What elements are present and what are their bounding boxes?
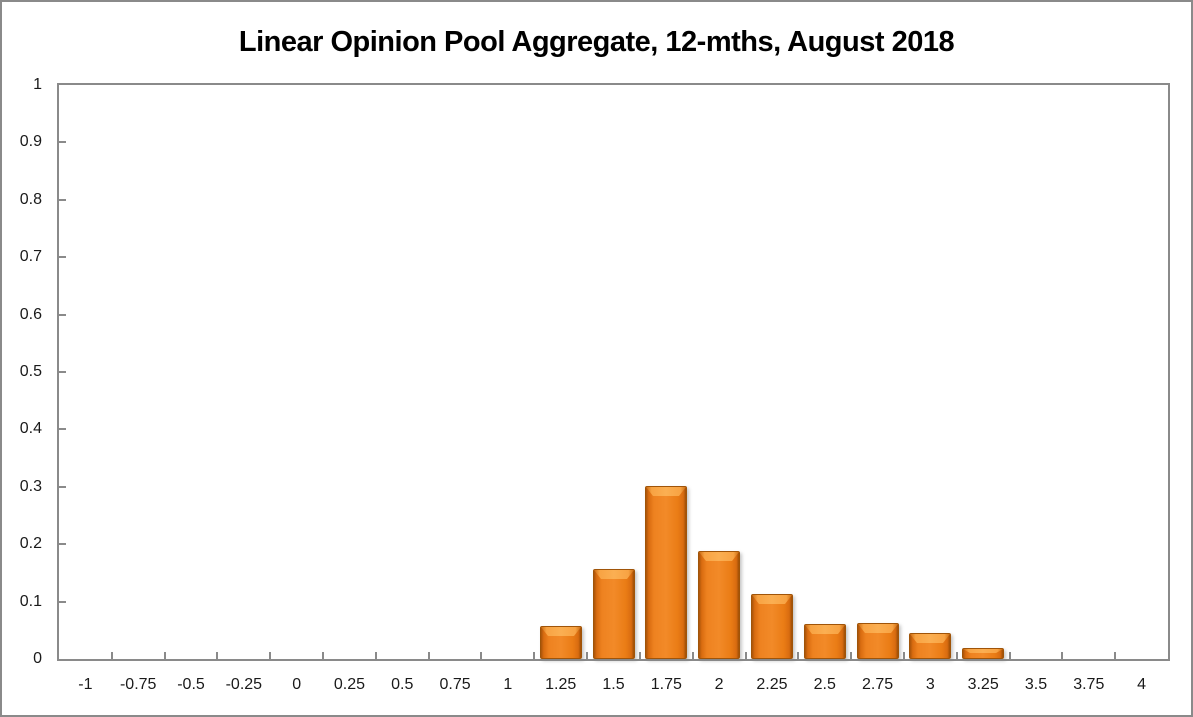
- x-tick-mark: [902, 652, 905, 661]
- bar-3.25: [962, 648, 1004, 659]
- y-tick-label: 0.9: [19, 133, 42, 151]
- x-tick-label: -0.5: [177, 676, 205, 693]
- bar-3: [909, 633, 951, 659]
- x-tick-label: -1: [78, 676, 93, 693]
- y-tick-label: 0.5: [19, 363, 42, 380]
- x-tick-mark: [427, 652, 430, 661]
- y-tick-label: 0.2: [19, 535, 42, 553]
- x-tick-mark: [163, 652, 166, 661]
- y-tick-label: 0.6: [19, 305, 42, 323]
- bar-2.5: [804, 624, 846, 659]
- x-tick-label: 2.5: [813, 676, 836, 693]
- x-tick-mark: [1114, 652, 1117, 661]
- plot-area: [57, 83, 1170, 661]
- y-tick-mark: [59, 313, 66, 316]
- x-tick-label: 2.75: [861, 676, 894, 693]
- x-tick-label: -0.25: [225, 676, 263, 693]
- x-tick-label: 0.75: [439, 676, 471, 693]
- bar-2.75: [857, 623, 899, 659]
- x-tick-label: 2.25: [756, 676, 788, 693]
- y-tick-mark: [59, 543, 66, 546]
- y-tick-label: 0.8: [19, 190, 42, 208]
- y-tick-mark: [59, 141, 66, 144]
- x-tick-mark: [638, 652, 641, 661]
- x-tick-label: 1.75: [650, 676, 682, 693]
- y-tick-mark: [59, 198, 66, 201]
- bar-1.75: [645, 486, 687, 659]
- x-tick-label: 1: [503, 676, 513, 693]
- x-tick-label: 3.25: [967, 676, 999, 693]
- y-tick-mark: [59, 485, 66, 488]
- x-tick-mark: [744, 652, 747, 661]
- x-tick-label: 0.5: [391, 676, 414, 693]
- y-tick-mark: [59, 371, 66, 373]
- x-tick-mark: [533, 652, 536, 661]
- x-tick-mark: [586, 652, 589, 661]
- x-tick-mark: [322, 652, 325, 661]
- x-tick-label: 3.75: [1073, 676, 1105, 693]
- bar-1.25: [540, 626, 582, 659]
- x-tick-mark: [374, 652, 377, 661]
- x-tick-label: -0.75: [119, 676, 157, 693]
- y-tick-label: 0.4: [19, 420, 42, 438]
- y-tick-mark: [59, 600, 66, 603]
- x-tick-label: 2: [714, 676, 724, 693]
- x-tick-mark: [110, 652, 113, 661]
- y-tick-label: 0.3: [19, 477, 42, 495]
- x-tick-label: 3.5: [1024, 676, 1048, 693]
- x-tick-mark: [1008, 652, 1011, 661]
- y-tick-label: 0.7: [19, 248, 42, 266]
- x-tick-mark: [216, 652, 219, 661]
- y-tick-mark: [59, 256, 66, 259]
- x-tick-mark: [955, 652, 958, 661]
- x-tick-mark: [269, 652, 272, 661]
- y-tick-label: 0: [33, 650, 42, 667]
- chart-title: Linear Opinion Pool Aggregate, 12-mths, …: [238, 26, 955, 58]
- x-tick-mark: [850, 652, 853, 661]
- x-tick-mark: [797, 652, 800, 661]
- x-tick-label: 0.25: [333, 676, 366, 693]
- y-tick-label: 0.1: [19, 592, 42, 610]
- x-tick-mark: [691, 652, 694, 661]
- x-tick-label: 4: [1137, 676, 1147, 693]
- x-tick-label: 1.5: [602, 676, 625, 693]
- bar-2: [698, 551, 740, 659]
- x-tick-mark: [1061, 652, 1064, 661]
- x-tick-label: 1.25: [545, 676, 577, 693]
- bar-1.5: [593, 569, 635, 659]
- y-tick-label: 1: [33, 76, 42, 93]
- bar-2.25: [751, 594, 793, 659]
- x-tick-label: 3: [925, 676, 935, 693]
- x-tick-label: 0: [292, 676, 302, 693]
- x-tick-mark: [480, 652, 483, 661]
- y-tick-mark: [59, 428, 66, 431]
